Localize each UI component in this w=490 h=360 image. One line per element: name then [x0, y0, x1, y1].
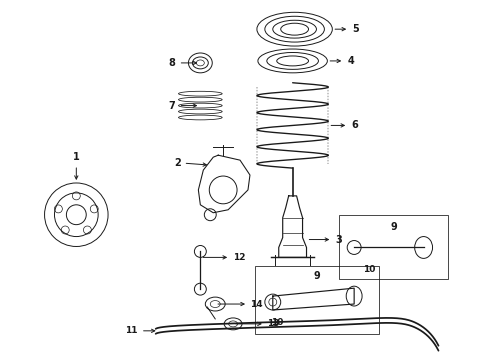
Text: 9: 9	[391, 222, 397, 231]
Text: 12: 12	[233, 253, 245, 262]
Text: 8: 8	[169, 58, 175, 68]
Text: 1: 1	[73, 152, 80, 162]
Text: 10: 10	[363, 265, 375, 274]
Text: 10: 10	[270, 318, 283, 327]
Text: 3: 3	[335, 234, 342, 244]
Text: 2: 2	[174, 158, 180, 168]
Polygon shape	[273, 288, 354, 310]
Text: 7: 7	[169, 100, 175, 111]
Text: 4: 4	[347, 56, 354, 66]
Text: 5: 5	[352, 24, 359, 34]
Text: 14: 14	[250, 300, 263, 309]
Text: 11: 11	[125, 326, 138, 335]
Text: 13: 13	[267, 319, 279, 328]
Text: 6: 6	[351, 121, 358, 130]
Bar	[255, 266, 379, 334]
Bar	[339, 215, 448, 279]
Text: 9: 9	[313, 271, 320, 281]
